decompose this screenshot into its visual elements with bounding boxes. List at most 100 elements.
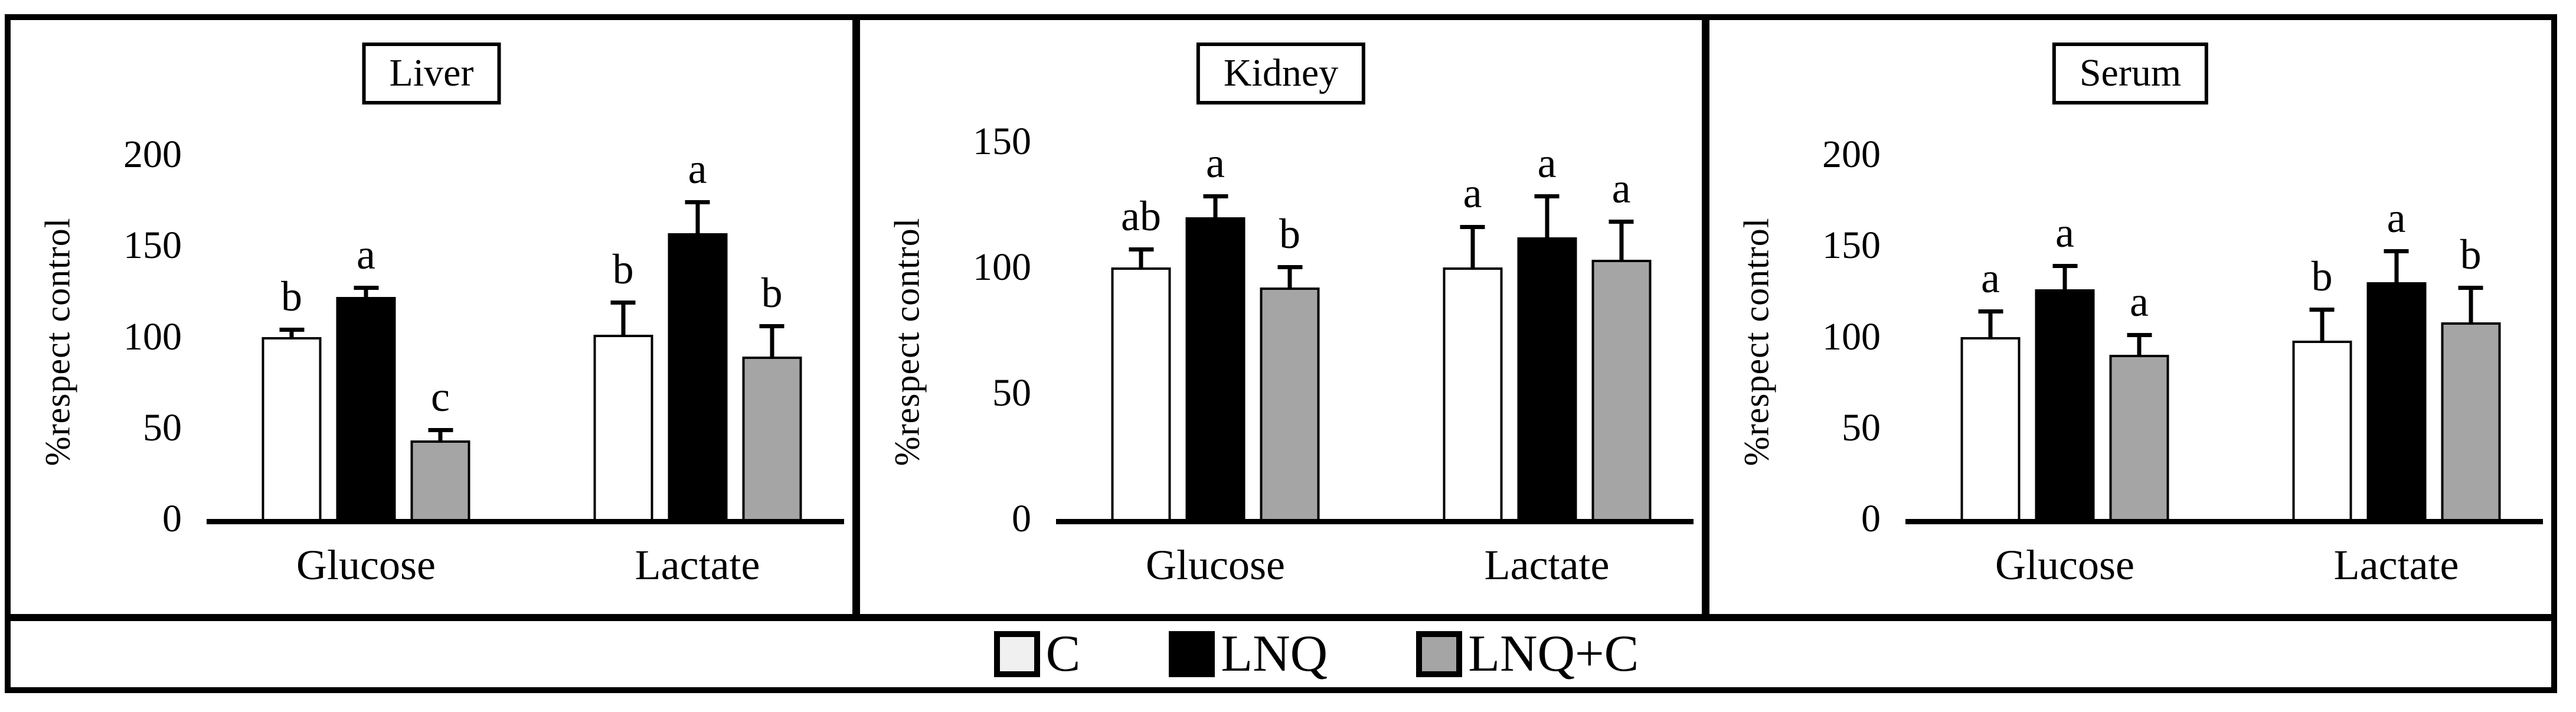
bar-unit: c — [410, 375, 470, 519]
plot-area-serum: 0 50 100 150 200 a a a Glucose b a b Lactate — [1822, 135, 2543, 586]
bar-unit: a — [668, 145, 728, 519]
bar-c — [1111, 267, 1171, 519]
error-bar — [1619, 220, 1624, 260]
significance-letter: b — [2311, 252, 2333, 300]
bar-unit: b — [2292, 252, 2352, 519]
bar-lnq — [2366, 282, 2427, 519]
y-tick-label: 50 — [992, 371, 1031, 414]
y-tick-label: 200 — [123, 133, 182, 176]
y-tick-label: 100 — [123, 315, 182, 358]
bar-unit: b — [742, 269, 802, 519]
bar-unit: a — [1591, 164, 1652, 519]
panels-row: Liver %respect control 0 50 100 150 200 b a c Gl… — [11, 20, 2551, 614]
bar-c — [2292, 340, 2352, 519]
y-tick-label: 100 — [1822, 315, 1881, 358]
bar-group-lactate: b a b — [593, 145, 802, 519]
error-bar — [621, 300, 626, 335]
significance-letter: b — [2460, 230, 2482, 278]
significance-letter: b — [281, 272, 302, 320]
bar-unit: a — [2366, 194, 2427, 519]
bar-c — [1960, 337, 2021, 519]
bar-unit: b — [593, 245, 653, 519]
bar-unit: b — [261, 272, 322, 519]
y-tick-label: 0 — [1012, 497, 1031, 540]
legend-item: C — [993, 625, 1081, 682]
legend-swatch — [1169, 631, 1215, 677]
category-label: Lactate — [2333, 541, 2459, 589]
bar-lnq-c — [742, 357, 802, 519]
bar-unit: a — [1185, 139, 1245, 519]
y-tick-label: 0 — [162, 497, 182, 540]
panel-liver: Liver %respect control 0 50 100 150 200 b a c Gl… — [11, 20, 860, 614]
legend-swatch — [1416, 631, 1463, 677]
error-bar — [1470, 224, 1475, 267]
error-bar — [770, 324, 774, 357]
y-tick-label: 50 — [1842, 406, 1881, 449]
plot-area-kidney: 0 50 100 150 ab a b Glucose a a a Lactate — [973, 122, 1694, 586]
significance-letter: b — [761, 269, 783, 316]
bar-lnq — [2035, 289, 2095, 519]
bar-lnq-c — [1260, 288, 1320, 519]
y-tick-label: 150 — [123, 224, 182, 267]
bar-unit: a — [336, 230, 396, 519]
error-bar — [1988, 309, 1993, 337]
significance-letter: a — [2055, 208, 2074, 256]
bar-unit: a — [2109, 280, 2169, 519]
bar-c — [593, 335, 653, 519]
significance-letter: a — [1611, 164, 1631, 212]
error-bar — [289, 328, 294, 337]
bar-group-glucose: a a a — [1960, 208, 2169, 519]
error-bar — [2394, 249, 2399, 282]
category-label: Glucose — [1995, 541, 2134, 589]
significance-letter: a — [1537, 139, 1557, 187]
error-bar — [2469, 286, 2473, 322]
bar-unit: a — [1960, 254, 2021, 519]
bar-c — [1443, 267, 1503, 519]
legend: C LNQ LNQ+C — [11, 614, 2551, 687]
error-bar — [2320, 308, 2325, 341]
significance-letter: a — [1463, 169, 1482, 217]
legend-item: LNQ — [1169, 628, 1328, 680]
error-bar — [364, 286, 368, 297]
y-tick-label: 100 — [973, 246, 1031, 289]
bar-lnq — [336, 296, 396, 519]
panel-title-serum: Serum — [2052, 43, 2209, 104]
error-bar — [2137, 333, 2142, 355]
plot-area-liver: 0 50 100 150 200 b a c Glucose b a b Lactate — [123, 135, 844, 586]
panel-title-liver: Liver — [362, 43, 501, 104]
significance-letter: a — [688, 145, 707, 192]
category-label: Glucose — [296, 541, 436, 589]
significance-letter: a — [1206, 139, 1225, 187]
error-bar — [2062, 264, 2067, 290]
bar-lnq — [1517, 237, 1577, 519]
category-label: Lactate — [1484, 541, 1610, 589]
bar-lnq-c — [1591, 260, 1652, 519]
error-bar — [695, 200, 700, 233]
legend-label: LNQ — [1221, 625, 1328, 682]
panel-serum: Serum %respect control 0 50 100 150 200 a a a Gl… — [1709, 20, 2551, 614]
significance-letter: ab — [1121, 192, 1161, 240]
error-bar — [1545, 194, 1549, 237]
significance-letter: b — [1279, 210, 1300, 257]
bar-lnq — [668, 233, 728, 519]
legend-label: LNQ+C — [1468, 625, 1639, 682]
legend-label: C — [1045, 625, 1081, 682]
bar-lnq — [1185, 217, 1245, 519]
bar-lnq-c — [2441, 322, 2501, 519]
bar-unit: a — [2035, 208, 2095, 519]
error-bar — [1139, 247, 1143, 267]
bar-lnq-c — [2109, 355, 2169, 519]
significance-letter: a — [2387, 194, 2406, 242]
y-tick-label: 50 — [143, 406, 182, 449]
panel-kidney: Kidney %respect control 0 50 100 150 ab a b Glu… — [860, 20, 1709, 614]
figure-frame: Liver %respect control 0 50 100 150 200 b a c Gl… — [5, 14, 2557, 693]
bar-group-lactate: b a b — [2292, 194, 2501, 519]
significance-letter: b — [612, 245, 634, 293]
significance-letter: a — [357, 230, 375, 278]
error-bar — [1213, 194, 1218, 217]
bar-unit: b — [1260, 210, 1320, 519]
error-bar — [1287, 264, 1292, 288]
bar-lnq-c — [410, 440, 470, 519]
significance-letter: a — [1981, 254, 2000, 302]
